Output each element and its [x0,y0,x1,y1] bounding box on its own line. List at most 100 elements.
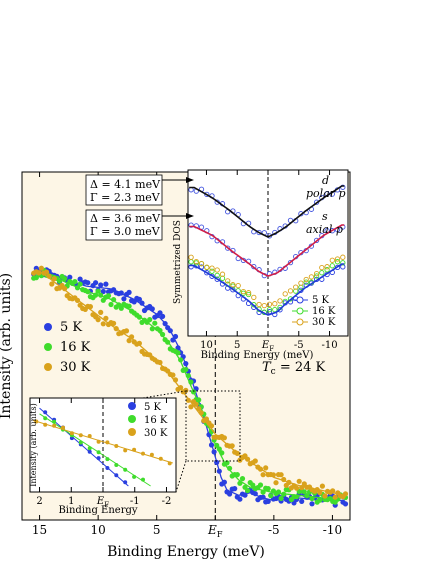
data-point [114,463,119,467]
data-point [111,320,117,326]
data-point [43,416,48,421]
data-point [204,270,210,276]
data-point [260,472,266,478]
data-point [121,296,127,302]
data-point [188,404,194,410]
legend-label: 30 K [60,360,91,375]
data-point [266,306,273,313]
data-point [105,457,110,462]
data-point [51,276,57,282]
data-point [167,461,172,466]
legend-marker [128,428,136,436]
data-point [303,279,309,285]
data-point [126,303,132,309]
data-point [225,278,231,284]
data-point [123,328,130,334]
data-point [317,489,323,496]
data-point [98,309,104,315]
x-tick-label: 10 [200,340,213,351]
slope-inset-axes: 2 1 EF -1 -2 [36,398,171,509]
data-point [324,264,330,270]
data-point [147,317,153,323]
legend-marker [44,343,52,351]
data-point [78,440,83,445]
data-point [209,268,215,274]
data-point [252,458,258,464]
data-point [126,338,132,344]
fit-line [39,413,151,487]
data-point [204,191,210,198]
data-point [69,436,74,441]
data-point [230,282,236,288]
data-point [62,286,68,292]
data-point [342,501,349,507]
data-point [198,260,205,267]
data-point [287,288,294,294]
data-point [317,497,323,503]
data-point [34,419,39,424]
data-point [313,273,320,279]
data-point [322,493,328,499]
data-point [52,423,57,428]
x-tick-label: EF [261,340,274,353]
data-point [293,284,299,290]
data-point [67,274,73,280]
data-point [158,456,163,461]
data-point [52,419,57,424]
data-point [105,466,110,470]
data-point [272,301,278,307]
data-point [93,280,99,286]
x-tick-label: -10 [323,523,342,537]
data-point [214,267,220,273]
data-point [193,401,199,407]
data-point [251,294,257,301]
data-point [313,270,320,277]
data-point [245,290,252,296]
legend-label: 16 K [60,340,91,355]
data-point [296,478,302,484]
slope-inset-legend: 5 K 16 K 30 K [128,402,168,439]
data-point [298,280,304,286]
data-point [240,290,247,296]
data-point [157,310,163,316]
legend-label: 5 K [60,320,82,335]
data-point [160,331,166,338]
data-point [96,456,101,461]
data-point [272,306,278,313]
fit-line [33,270,345,496]
label-s: s [322,210,328,223]
data-point [277,298,283,304]
data-point [95,288,101,294]
main-legend: 5 K 16 K 30 K [44,320,91,375]
data-point [85,280,91,286]
data-point [308,274,315,280]
data-point [95,317,101,323]
dos-inset-axes: 10 5 EF -5 -10 [200,170,338,353]
data-point [342,491,349,497]
data-point [152,320,158,326]
slope-inset-marks [33,398,173,492]
x-tick-label: -1 [130,496,140,507]
data-point [319,270,325,276]
data-point [38,265,45,271]
data-point [72,279,78,285]
data-point [100,288,106,295]
data-point [265,486,271,492]
svg-text:Δ = 3.6 meV: Δ = 3.6 meV [90,212,161,225]
legend-marker [296,296,304,304]
data-point [49,281,55,287]
data-point [282,291,288,297]
data-point [141,451,145,456]
data-point [324,267,330,273]
data-point [227,491,233,497]
data-point [265,498,271,504]
data-point [141,477,145,482]
data-point [43,422,48,427]
data-point [261,302,267,309]
main-axes: 15 10 5 EF -5 -10 [32,172,342,539]
x-tick-label: 5 [153,523,161,537]
data-point [188,254,194,260]
x-tick-label: 10 [91,523,106,537]
zoom-indicator [142,390,241,493]
x-tick-label: -10 [321,340,337,351]
